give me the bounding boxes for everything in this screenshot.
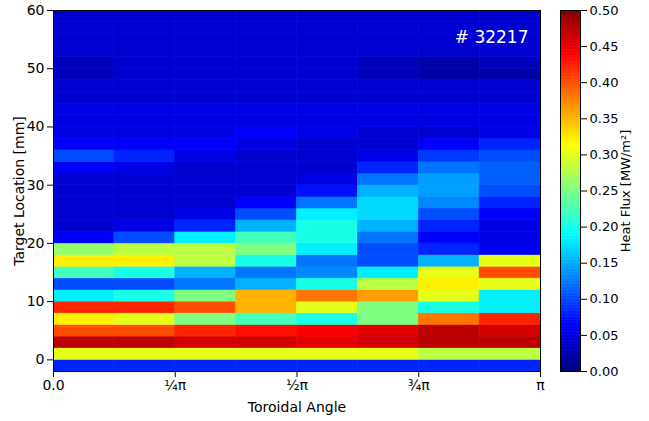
svg-text:40: 40 [27, 118, 45, 134]
svg-text:0.10: 0.10 [590, 291, 619, 306]
svg-text:½π: ½π [286, 377, 309, 393]
svg-text:0.30: 0.30 [590, 147, 619, 162]
svg-text:0.25: 0.25 [590, 183, 619, 198]
svg-text:10: 10 [27, 293, 45, 309]
svg-text:30: 30 [27, 177, 45, 193]
svg-text:# 32217: # 32217 [455, 27, 529, 47]
svg-text:0.35: 0.35 [590, 111, 619, 126]
svg-text:0.0: 0.0 [42, 377, 64, 393]
svg-text:0.50: 0.50 [590, 3, 619, 18]
svg-text:Heat Flux [MW/m²]: Heat Flux [MW/m²] [618, 130, 633, 253]
svg-text:0.00: 0.00 [590, 364, 619, 379]
svg-text:¼π: ¼π [164, 377, 187, 393]
svg-text:Target Location [mm]: Target Location [mm] [11, 116, 27, 267]
svg-text:π: π [536, 377, 545, 393]
svg-text:0.20: 0.20 [590, 219, 619, 234]
svg-text:0.15: 0.15 [590, 255, 619, 270]
svg-text:0.40: 0.40 [590, 75, 619, 90]
svg-text:50: 50 [27, 60, 45, 76]
svg-text:Toroidal Angle: Toroidal Angle [247, 399, 346, 415]
svg-text:60: 60 [27, 2, 45, 18]
svg-text:0.45: 0.45 [590, 39, 619, 54]
svg-text:0: 0 [36, 351, 45, 367]
svg-text:0.05: 0.05 [590, 328, 619, 343]
svg-text:¾π: ¾π [408, 377, 431, 393]
svg-text:20: 20 [27, 235, 45, 251]
